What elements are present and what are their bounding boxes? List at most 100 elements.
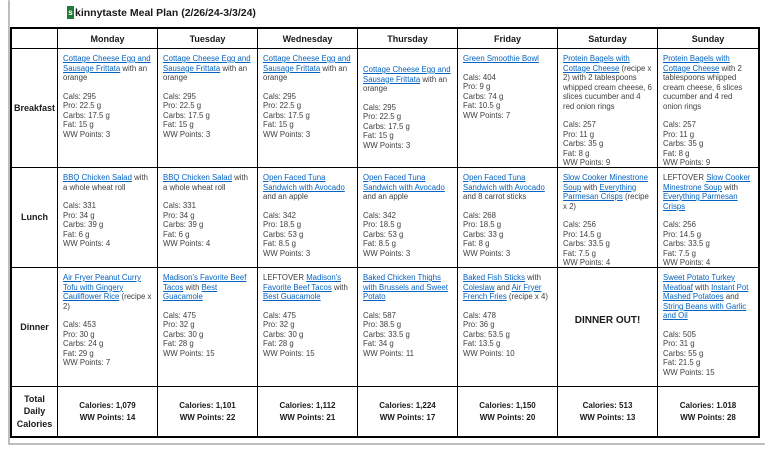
recipe-link[interactable]: Madison's Favorite Beef Tacos	[163, 273, 247, 292]
recipe-link[interactable]: Everything Parmesan Crisps	[663, 192, 738, 211]
stat-line: WW Points: 3	[263, 248, 311, 258]
page-title-text: kinnytaste Meal Plan (2/26/24-3/3/24)	[75, 6, 256, 19]
meal-plan-table: Monday Tuesday Wednesday Thursday Friday Satu…	[10, 27, 760, 438]
stat-line: WW Points: 9	[663, 158, 711, 167]
recipe-link[interactable]: Open Faced Tuna Sandwich with Avocado	[463, 173, 545, 192]
meal-text: with an orange	[263, 63, 348, 83]
meal-description: Sweet Potato Turkey Meatloaf with Instan…	[663, 273, 753, 321]
stat-line: Fat: 15 g	[163, 120, 194, 129]
meal-description: Slow Cooker Minestrone Soup with Everyth…	[563, 173, 652, 211]
page-title: s kinnytaste Meal Plan (2/26/24-3/3/24)	[67, 6, 256, 19]
nutrition-stats: Cals: 475 Pro: 32 g Carbs: 30 g Fat: 28 g WW…	[163, 311, 252, 359]
total-wednesday-cell: Calories: 1,112 WW Points: 21	[258, 387, 358, 436]
total-calories: Calories: 513	[582, 401, 633, 410]
nutrition-stats: Cals: 342 Pro: 18.5 g Carbs: 53 g Fat: 8.5 …	[363, 211, 452, 259]
stat-line: Cals: 587	[363, 310, 396, 320]
stat-line: Pro: 11 g	[663, 129, 695, 139]
stat-line: Pro: 14.5 g	[563, 229, 602, 239]
nutrition-stats: Cals: 295 Pro: 22.5 g Carbs: 17.5 g Fat: 15…	[363, 103, 452, 151]
stat-line: Pro: 22.5 g	[63, 101, 102, 110]
recipe-link[interactable]: Best Guacamole	[263, 292, 321, 301]
meal-description: BBQ Chicken Salad with a whole wheat rol…	[163, 173, 252, 192]
meal-text: (recipe x 2) with 2 tablespoons whipped …	[563, 63, 652, 111]
total-calories: Calories: 1,224	[379, 401, 436, 410]
stat-line: Cals: 256	[663, 220, 696, 229]
recipe-link[interactable]: Open Faced Tuna Sandwich with Avocado	[363, 173, 445, 192]
recipe-link[interactable]: Cottage Cheese Egg and Sausage Frittata	[363, 65, 451, 84]
stat-line: Pro: 11 g	[563, 129, 595, 139]
recipe-link[interactable]: Sweet Potato Turkey Meatloaf	[663, 273, 735, 292]
recipe-link[interactable]: Slow Cooker Minestrone Soup	[663, 173, 751, 192]
meal-text: and 8 carrot sticks	[463, 192, 527, 201]
recipe-link[interactable]: Best Guacamole	[163, 282, 218, 302]
meal-description: LEFTOVER Slow Cooker Minestrone Soup wit…	[663, 173, 753, 211]
meal-text: (recipe x 4)	[506, 292, 548, 301]
stat-line: Pro: 18.5 g	[463, 220, 502, 229]
total-ww-points: WW Points: 20	[479, 413, 536, 422]
stat-line: Cals: 404	[463, 72, 496, 82]
stat-line: Fat: 29 g	[63, 348, 94, 358]
stat-line: Carbs: 53 g	[263, 229, 304, 239]
stat-line: Carbs: 39 g	[63, 220, 104, 229]
recipe-link[interactable]: Cottage Cheese Egg and Sausage Frittata	[163, 54, 251, 73]
recipe-link[interactable]: Instant Pot Mashed Potatoes	[663, 282, 749, 302]
recipe-link[interactable]: Slow Cooker Minestrone Soup	[563, 173, 648, 192]
recipe-link[interactable]: Protein Bagels with Cottage Cheese	[563, 54, 630, 73]
nutrition-stats: Cals: 257 Pro: 11 g Carbs: 35 g Fat: 8 g WW …	[663, 120, 753, 167]
total-ww-points: WW Points: 21	[279, 413, 336, 422]
recipe-link[interactable]: Cottage Cheese Egg and Sausage Frittata	[63, 54, 151, 73]
recipe-link[interactable]: Open Faced Tuna Sandwich with Avocado	[263, 173, 345, 192]
stat-line: WW Points: 15	[163, 348, 215, 358]
stat-line: Pro: 22.5 g	[363, 112, 402, 121]
meal-text: with a whole wheat roll	[163, 173, 248, 192]
stat-line: Cals: 331	[63, 201, 96, 210]
meal-text: with an orange	[363, 74, 448, 94]
recipe-link[interactable]: Baked Fish Sticks	[463, 273, 525, 282]
meal-text: (recipe x 2)	[563, 192, 649, 211]
stat-line: Cals: 268	[463, 210, 496, 220]
recipe-link[interactable]: Madison's Favorite Beef Tacos	[263, 273, 342, 292]
recipe-link[interactable]: Protein Bagels with Cottage Cheese	[663, 54, 730, 73]
page-edge-bottom	[8, 443, 765, 445]
meal-description: Air Fryer Peanut Curry Tofu with Gingery…	[63, 273, 152, 311]
lunch-friday-cell: Open Faced Tuna Sandwich with Avocado an…	[458, 168, 558, 268]
stat-line: Fat: 13.5 g	[463, 339, 501, 348]
total-calories: Calories: 1.018	[679, 401, 737, 410]
recipe-link[interactable]: Air Fryer French Fries	[463, 282, 542, 302]
stat-line: Carbs: 24 g	[63, 339, 104, 348]
meal-description: Open Faced Tuna Sandwich with Avocado an…	[463, 173, 552, 202]
recipe-link[interactable]: Baked Chicken Thighs with Brussels and S…	[363, 273, 448, 301]
recipe-link[interactable]: Green Smoothie Bowl	[463, 54, 539, 63]
stat-line: Cals: 505	[663, 329, 696, 339]
recipe-link[interactable]: Coleslaw	[463, 282, 495, 292]
stat-line: Carbs: 30 g	[163, 329, 204, 339]
stat-line: Fat: 7.5 g	[663, 248, 696, 258]
stat-line: WW Points: 4	[163, 239, 211, 248]
recipe-link[interactable]: BBQ Chicken Salad	[63, 173, 132, 182]
recipe-link[interactable]: Cottage Cheese Egg and Sausage Frittata	[263, 54, 351, 73]
recipe-link[interactable]: String Beans with Garlic and Oil	[663, 301, 747, 321]
stat-line: Pro: 18.5 g	[363, 220, 402, 229]
total-calories: Calories: 1,079	[79, 401, 136, 410]
stat-line: Carbs: 55 g	[663, 348, 704, 358]
stat-line: Cals: 475	[263, 310, 296, 320]
recipe-link[interactable]: Everything Parmesan Crisps	[563, 182, 637, 202]
stat-line: Carbs: 17.5 g	[363, 121, 410, 131]
total-calories: Calories: 1,112	[279, 401, 336, 410]
meal-text: with	[581, 182, 600, 192]
stat-line: Carbs: 30 g	[263, 329, 304, 339]
stat-line: Carbs: 74 g	[463, 91, 504, 101]
meal-description: Cottage Cheese Egg and Sausage Frittata …	[63, 54, 152, 83]
recipe-link[interactable]: Air Fryer Peanut Curry Tofu with Gingery…	[63, 273, 141, 301]
meal-text: and an apple	[363, 192, 409, 201]
stat-line: Pro: 34 g	[63, 210, 95, 220]
stat-line: Fat: 34 g	[363, 339, 394, 348]
day-header-friday: Friday	[458, 29, 558, 49]
stat-line: Fat: 8 g	[463, 239, 490, 248]
stat-line: Cals: 295	[363, 102, 396, 112]
meal-description: Open Faced Tuna Sandwich with Avocado an…	[263, 173, 352, 202]
stat-line: Pro: 9 g	[463, 82, 491, 91]
nutrition-stats: Cals: 342 Pro: 18.5 g Carbs: 53 g Fat: 8.5 …	[263, 211, 352, 259]
recipe-link[interactable]: BBQ Chicken Salad	[163, 173, 232, 182]
